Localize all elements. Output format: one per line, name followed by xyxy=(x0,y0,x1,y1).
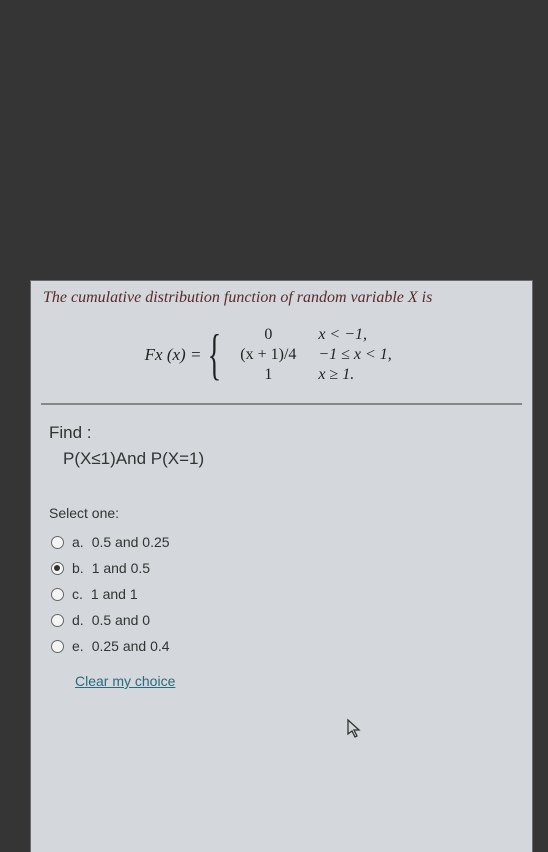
option-c[interactable]: c. 1 and 1 xyxy=(49,581,514,607)
option-a[interactable]: a. 0.5 and 0.25 xyxy=(49,529,514,555)
option-b[interactable]: b. 1 and 0.5 xyxy=(49,555,514,581)
case-value: 0 xyxy=(228,325,308,345)
radio-icon[interactable] xyxy=(51,640,64,653)
case-row: (x + 1)/4 −1 ≤ x < 1, xyxy=(228,345,418,365)
radio-icon[interactable] xyxy=(51,536,64,549)
option-letter: c. xyxy=(72,586,83,602)
case-value: 1 xyxy=(228,365,308,385)
radio-icon[interactable] xyxy=(51,588,64,601)
option-text: 0.5 and 0 xyxy=(92,612,150,628)
option-letter: e. xyxy=(72,638,84,654)
radio-icon[interactable] xyxy=(51,562,64,575)
formula-cases: 0 x < −1, (x + 1)/4 −1 ≤ x < 1, 1 x ≥ 1. xyxy=(228,325,418,385)
answer-block: Select one: a. 0.5 and 0.25 b. 1 and 0.5… xyxy=(31,487,532,701)
option-d[interactable]: d. 0.5 and 0 xyxy=(49,607,514,633)
option-letter: a. xyxy=(72,534,84,550)
case-value: (x + 1)/4 xyxy=(228,345,308,365)
select-one-label: Select one: xyxy=(49,505,514,521)
brace-icon: { xyxy=(208,333,221,378)
find-label: Find : xyxy=(49,423,514,443)
radio-icon[interactable] xyxy=(51,614,64,627)
find-expression: P(X≤1)And P(X=1) xyxy=(49,449,514,469)
case-row: 1 x ≥ 1. xyxy=(228,365,418,385)
case-condition: −1 ≤ x < 1, xyxy=(308,345,418,365)
formula-block: Fx (x) = { 0 x < −1, (x + 1)/4 −1 ≤ x < … xyxy=(43,317,520,391)
option-text: 0.5 and 0.25 xyxy=(92,534,170,550)
viewport: The cumulative distribution function of … xyxy=(0,0,548,852)
option-e[interactable]: e. 0.25 and 0.4 xyxy=(49,633,514,659)
question-title: The cumulative distribution function of … xyxy=(43,289,520,307)
option-text: 1 and 1 xyxy=(91,586,138,602)
case-condition: x < −1, xyxy=(308,325,418,345)
option-letter: b. xyxy=(72,560,84,576)
option-letter: d. xyxy=(72,612,84,628)
find-block: Find : P(X≤1)And P(X=1) xyxy=(31,415,532,487)
question-header: The cumulative distribution function of … xyxy=(31,281,532,403)
option-text: 0.25 and 0.4 xyxy=(92,638,170,654)
question-panel: The cumulative distribution function of … xyxy=(30,280,533,852)
case-condition: x ≥ 1. xyxy=(308,365,418,385)
divider xyxy=(41,403,522,405)
formula-label: Fx (x) = xyxy=(145,345,202,365)
option-text: 1 and 0.5 xyxy=(92,560,150,576)
clear-choice-link[interactable]: Clear my choice xyxy=(75,673,175,689)
case-row: 0 x < −1, xyxy=(228,325,418,345)
